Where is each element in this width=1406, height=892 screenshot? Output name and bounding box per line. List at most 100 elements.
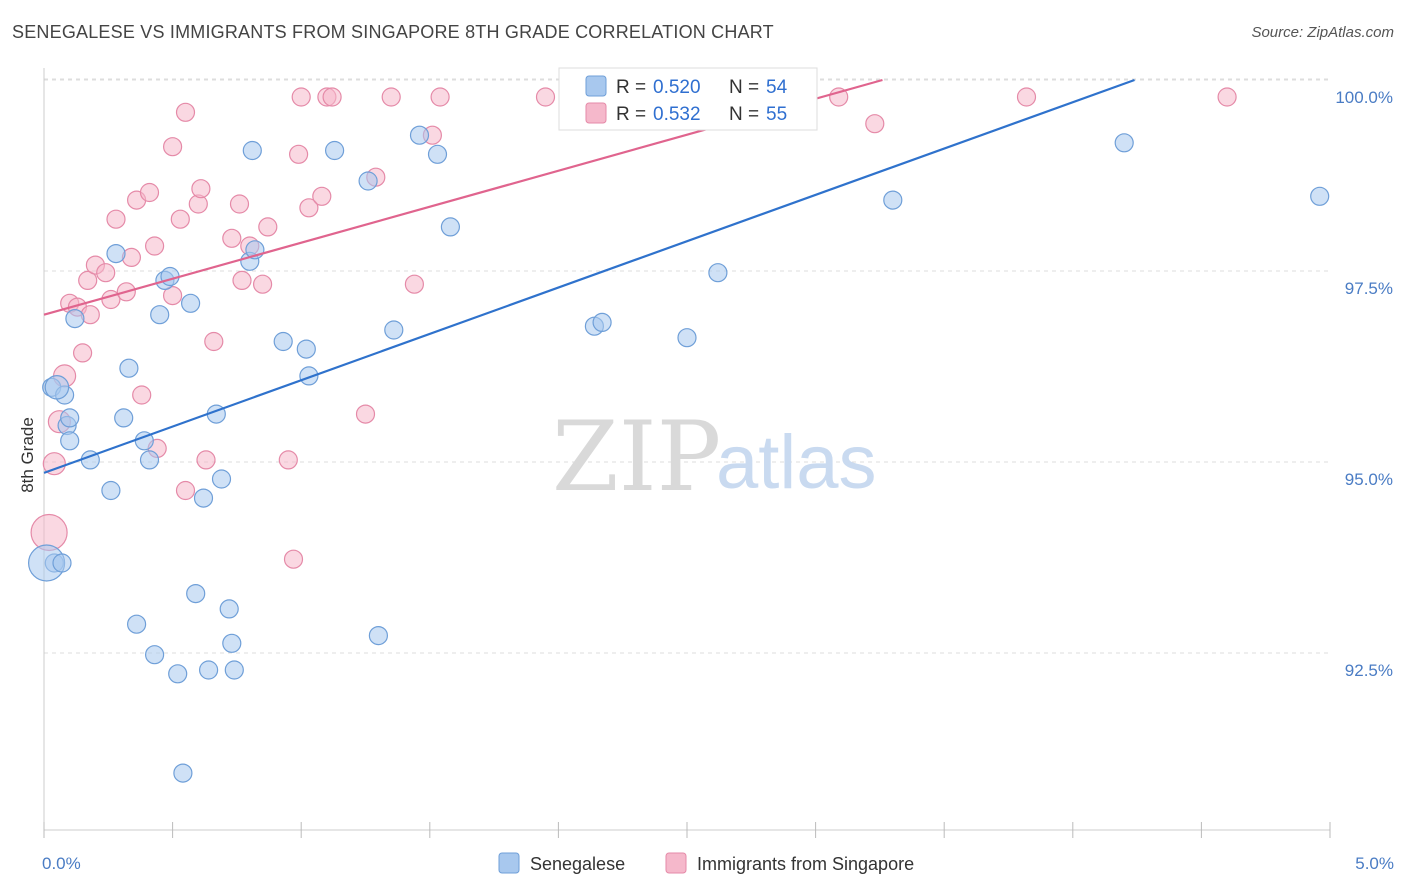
senegalese-point-10 [114, 408, 134, 428]
singapore-point-38 [291, 87, 311, 107]
singapore-point-46 [404, 274, 424, 294]
bottom-legend-swatch-singapore [665, 852, 687, 874]
senegalese-point-36 [325, 140, 345, 161]
singapore-point-20 [163, 286, 183, 306]
x-tick-label-left: 0.0% [42, 854, 81, 873]
y-tick-label-3: 92.5% [1345, 661, 1393, 680]
y-tick-label-0: 100.0% [1335, 88, 1393, 107]
singapore-point-24 [175, 480, 196, 501]
legend-swatch-senegalese [585, 75, 607, 97]
senegalese-point-19 [168, 664, 188, 684]
singapore-point-1 [42, 452, 66, 476]
singapore-point-16 [132, 385, 152, 405]
senegalese-point-11 [119, 358, 139, 378]
senegalese-point-4 [60, 408, 80, 428]
senegalese-point-38 [368, 625, 388, 646]
senegalese-point-9 [106, 244, 126, 264]
axis-layer: 100.0% 97.5% 95.0% 92.5% [43, 68, 1393, 838]
senegalese-point-49 [1114, 133, 1134, 153]
senegalese-point-26 [211, 469, 232, 489]
singapore-point-52 [865, 114, 885, 134]
singapore-point-37 [289, 144, 309, 164]
singapore-point-18 [145, 236, 165, 256]
singapore-point-26 [191, 179, 211, 199]
singapore-point-30 [229, 194, 250, 214]
watermark-atlas: atlas [716, 420, 877, 505]
senegalese-point-52 [44, 374, 70, 400]
senegalese-point-33 [273, 331, 293, 352]
senegalese-point-37 [358, 171, 378, 191]
legend-n-label-2: N = [729, 104, 759, 125]
senegalese-point-40 [409, 125, 430, 145]
singapore-point-22 [170, 209, 190, 229]
grid-layer [44, 78, 1330, 654]
y-tick-label-2: 95.0% [1345, 470, 1393, 489]
singapore-point-40 [312, 186, 332, 206]
senegalese-point-29 [224, 660, 244, 680]
singapore-point-10 [96, 263, 116, 283]
watermark-zip: ZIP [552, 401, 721, 513]
senegalese-point-41 [427, 144, 448, 164]
singapore-point-23 [175, 102, 196, 122]
senegalese-point-20 [173, 763, 193, 783]
bottom-legend: Senegalese Immigrants from Singapore [498, 852, 914, 874]
legend-r-value-1: 0.520 [653, 77, 701, 98]
singapore-point-28 [204, 331, 224, 352]
singapore-point-12 [106, 209, 126, 229]
singapore-point-17 [139, 182, 160, 203]
chart-source: Source: ZipAtlas.com [1251, 24, 1394, 41]
senegalese-point-27 [219, 599, 239, 619]
senegalese-point-34 [296, 339, 316, 359]
senegalese-point-22 [186, 583, 206, 604]
senegalese-point-24 [199, 660, 219, 680]
legend-r-value-2: 0.532 [653, 104, 701, 125]
bottom-legend-label-singapore: Immigrants from Singapore [697, 854, 914, 874]
senegalese-point-42 [440, 217, 460, 237]
singapore-point-5 [72, 343, 93, 363]
singapore-point-53 [1016, 87, 1037, 107]
singapore-point-31 [232, 270, 252, 290]
senegalese-point-5 [60, 431, 80, 451]
legend-r-label-2: R = [616, 104, 646, 125]
points-layer [27, 87, 1330, 783]
bottom-legend-label-senegalese: Senegalese [530, 854, 625, 874]
singapore-point-21 [163, 137, 183, 157]
singapore-point-7 [78, 270, 98, 290]
chart-title: SENEGALESE VS IMMIGRANTS FROM SINGAPORE … [12, 22, 774, 42]
senegalese-point-23 [193, 488, 214, 508]
singapore-point-34 [258, 217, 278, 237]
senegalese-point-8 [101, 480, 121, 501]
singapore-point-29 [222, 228, 242, 248]
senegalese-point-45 [677, 328, 697, 348]
x-tick-label-right: 5.0% [1355, 854, 1394, 873]
senegalese-point-28 [222, 633, 242, 653]
senegalese-point-16 [150, 305, 170, 325]
singapore-point-33 [253, 274, 273, 294]
watermark: ZIP atlas [552, 401, 877, 513]
senegalese-point-50 [1310, 186, 1330, 206]
top-legend: R = 0.520 N = 54 R = 0.532 N = 55 [558, 67, 818, 131]
senegalese-point-32 [242, 140, 262, 161]
singapore-point-35 [278, 450, 298, 470]
y-tick-label-1: 97.5% [1345, 279, 1393, 298]
legend-swatch-singapore [585, 102, 607, 124]
senegalese-point-6 [65, 309, 85, 329]
singapore-point-48 [430, 87, 450, 107]
bottom-legend-swatch-senegalese [498, 852, 520, 874]
singapore-point-36 [283, 549, 304, 569]
legend-n-label-1: N = [729, 77, 759, 98]
singapore-point-27 [196, 450, 216, 470]
senegalese-point-14 [139, 450, 160, 470]
legend-r-label-1: R = [616, 77, 646, 98]
senegalese-point-53 [52, 553, 72, 573]
legend-n-value-2: 55 [766, 104, 787, 125]
y-axis-title: 8th Grade [18, 417, 37, 493]
senegalese-point-48 [883, 190, 903, 210]
senegalese-point-35 [299, 366, 319, 386]
singapore-point-49 [535, 87, 556, 107]
senegalese-point-15 [145, 645, 165, 665]
singapore-point-45 [381, 87, 401, 107]
singapore-point-39 [299, 198, 319, 218]
senegalese-point-44 [592, 312, 612, 332]
